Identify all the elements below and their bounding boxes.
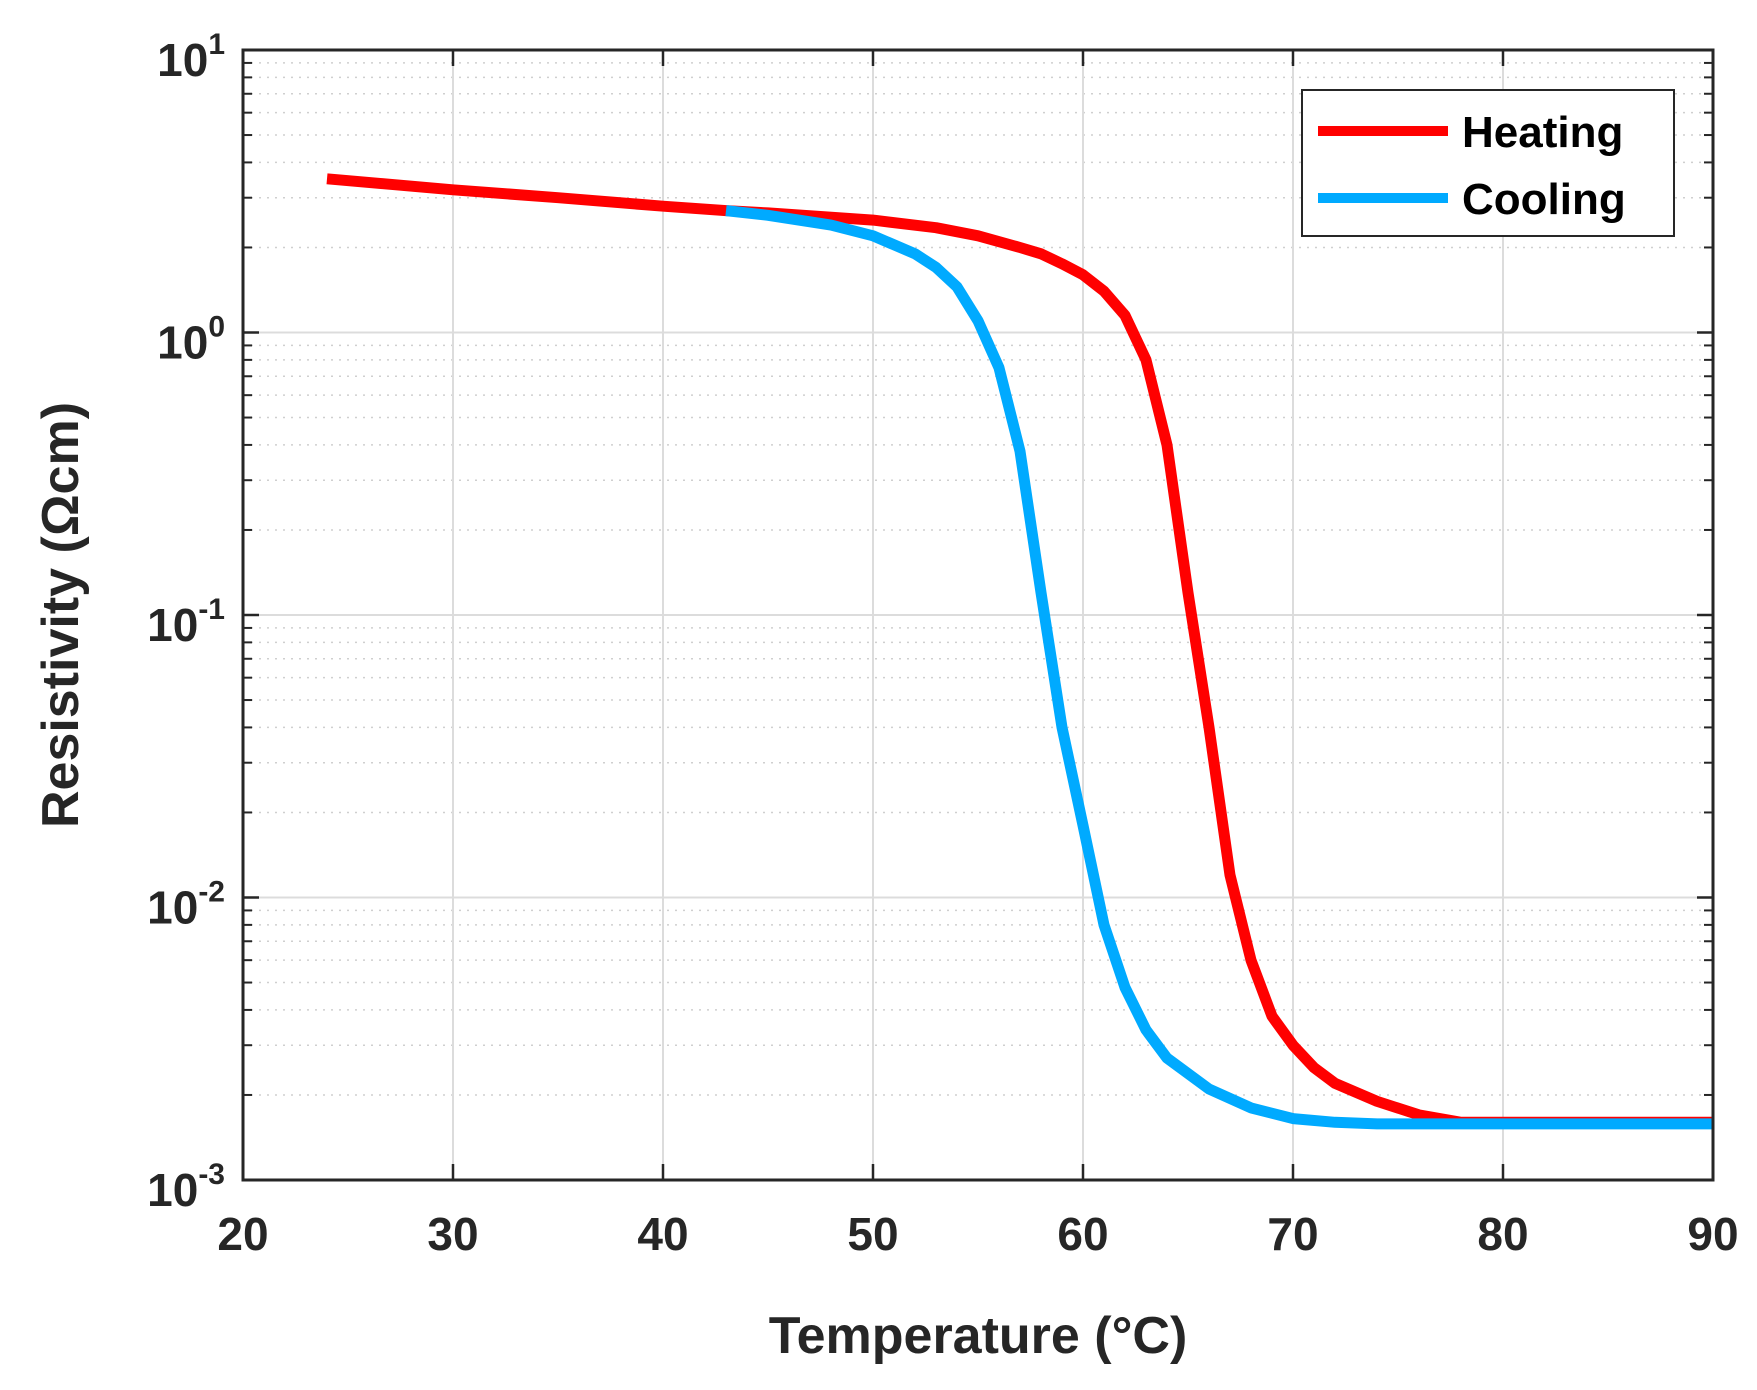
legend: Heating Cooling <box>1301 89 1675 237</box>
series-line-cooling <box>725 205 1713 1130</box>
y-tick-label: 100 <box>157 311 225 369</box>
x-tick-label: 20 <box>217 1208 268 1260</box>
x-tick-label: 30 <box>427 1208 478 1260</box>
x-tick-labels: 20 30 40 50 60 70 80 90 <box>217 1208 1738 1260</box>
x-tick-label: 50 <box>847 1208 898 1260</box>
y-axis-title: Resistivity (Ωcm) <box>32 402 90 828</box>
axis-ticks <box>241 48 1715 1182</box>
x-tick-label: 80 <box>1477 1208 1528 1260</box>
y-tick-labels: 10-3 10-2 10-1 100 101 <box>147 28 225 1216</box>
x-tick-label: 60 <box>1057 1208 1108 1260</box>
x-axis-title: Temperature (°C) <box>769 1307 1188 1365</box>
y-tick-label: 10-1 <box>147 593 225 651</box>
x-tick-label: 90 <box>1687 1208 1738 1260</box>
major-grid <box>243 50 1713 1180</box>
y-tick-label: 101 <box>157 28 225 86</box>
y-tick-label: 10-2 <box>147 876 225 934</box>
data-series <box>326 173 1713 1130</box>
legend-label-heating: Heating <box>1462 108 1623 157</box>
y-tick-label: 10-3 <box>147 1158 225 1216</box>
x-tick-label: 40 <box>637 1208 688 1260</box>
legend-label-cooling: Cooling <box>1462 175 1626 224</box>
x-tick-label: 70 <box>1267 1208 1318 1260</box>
legend-box <box>1301 89 1675 237</box>
